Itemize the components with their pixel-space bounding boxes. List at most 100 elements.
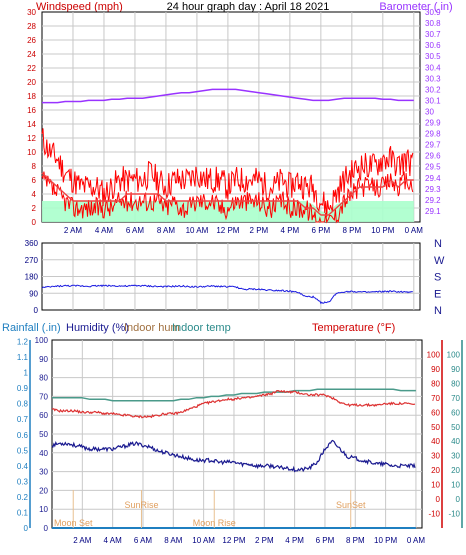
lower-time-tick-label: 10 AM bbox=[192, 536, 215, 545]
indoor-temp-y-tick-label: 90 bbox=[451, 365, 460, 374]
moon-set-annotation: Moon Set bbox=[54, 518, 93, 528]
baro-y-tick-label: 29.6 bbox=[425, 152, 441, 161]
baro-y-tick-label: 29.5 bbox=[425, 163, 441, 172]
wind-y-tick-label: 0 bbox=[32, 218, 37, 227]
humidity-y-tick-label: 30 bbox=[39, 468, 48, 477]
rain-y-tick-label: 1.2 bbox=[17, 338, 29, 347]
indoor-temp-y-tick-label: 70 bbox=[451, 394, 460, 403]
rain-y-tick-label: 0.9 bbox=[17, 384, 29, 393]
wind-y-tick-label: 8 bbox=[32, 162, 37, 171]
baro-y-tick-label: 29.1 bbox=[425, 207, 441, 216]
baro-y-tick-label: 30.9 bbox=[425, 8, 441, 17]
lower-time-tick-label: 2 PM bbox=[255, 536, 274, 545]
wind-y-tick-label: 14 bbox=[27, 120, 36, 129]
direction-y-tick-label: 90 bbox=[29, 289, 38, 298]
baro-y-tick-label: 30.5 bbox=[425, 52, 441, 61]
wind-y-tick-label: 18 bbox=[27, 92, 36, 101]
wind-y-tick-label: 20 bbox=[27, 78, 36, 87]
humidity-line bbox=[51, 439, 416, 473]
indoor-temp-y-tick-label: 30 bbox=[451, 452, 460, 461]
direction-y-tick-label: 270 bbox=[25, 256, 39, 265]
temperature-y-tick-label: 100 bbox=[427, 350, 441, 359]
wind-y-tick-label: 24 bbox=[27, 50, 36, 59]
graph-title: 24 hour graph day : April 18 2021 bbox=[167, 1, 330, 13]
wind-time-tick-label: 6 AM bbox=[126, 226, 145, 235]
wind-lull-area bbox=[42, 201, 414, 222]
barometer-axis-label: Barometer (.in) bbox=[379, 1, 452, 13]
wind-time-tick-label: 0 AM bbox=[405, 226, 424, 235]
moon-rise-annotation: Moon Rise bbox=[193, 518, 236, 528]
baro-y-tick-label: 29.2 bbox=[425, 196, 441, 205]
wind-time-tick-label: 10 PM bbox=[371, 226, 394, 235]
indoor-temp-y-tick-label: 50 bbox=[451, 423, 460, 432]
temperature-y-tick-label: 60 bbox=[431, 408, 440, 417]
baro-y-tick-label: 29.4 bbox=[425, 174, 441, 183]
lower-time-tick-label: 10 PM bbox=[374, 536, 397, 545]
wind-y-tick-label: 2 bbox=[32, 204, 37, 213]
rainfall-axis-label: Rainfall (.in) bbox=[2, 322, 61, 334]
wind-time-tick-label: 6 PM bbox=[312, 226, 331, 235]
wind-y-tick-label: 16 bbox=[27, 106, 36, 115]
temperature-y-tick-label: 70 bbox=[431, 394, 440, 403]
temperature-line bbox=[51, 389, 416, 419]
baro-y-tick-label: 30.1 bbox=[425, 96, 441, 105]
wind-time-tick-label: 2 PM bbox=[250, 226, 269, 235]
baro-y-tick-label: 29.3 bbox=[425, 185, 441, 194]
lower-time-tick-label: 8 PM bbox=[346, 536, 365, 545]
wind-direction-line bbox=[41, 284, 413, 305]
humidity-y-tick-label: 20 bbox=[39, 486, 48, 495]
baro-y-tick-label: 30.3 bbox=[425, 74, 441, 83]
baro-y-tick-label: 30 bbox=[425, 107, 434, 116]
direction-y-tick-label: 180 bbox=[25, 273, 39, 282]
rain-y-tick-label: 0.2 bbox=[17, 493, 29, 502]
baro-y-tick-label: 29.8 bbox=[425, 130, 441, 139]
wind-time-tick-label: 8 PM bbox=[343, 226, 362, 235]
indoor-temp-y-tick-label: 60 bbox=[451, 408, 460, 417]
indoor-temp-axis-label: Indoor temp bbox=[172, 322, 231, 334]
temperature-axis-label: Temperature (°F) bbox=[312, 322, 395, 334]
humidity-y-tick-label: 60 bbox=[39, 411, 48, 420]
compass-label: N bbox=[434, 305, 442, 317]
wind-y-tick-label: 6 bbox=[32, 176, 37, 185]
rain-y-tick-label: 0.6 bbox=[17, 431, 29, 440]
humidity-y-tick-label: 70 bbox=[39, 392, 48, 401]
humidity-y-tick-label: 50 bbox=[39, 430, 48, 439]
lower-time-tick-label: 4 PM bbox=[285, 536, 304, 545]
temperature-y-tick-label: -10 bbox=[428, 510, 440, 519]
humidity-y-tick-label: 40 bbox=[39, 449, 48, 458]
wind-time-tick-label: 10 AM bbox=[186, 226, 209, 235]
barometer-line bbox=[42, 88, 414, 104]
wind-y-tick-label: 26 bbox=[27, 36, 36, 45]
indoor-temp-y-tick-label: -10 bbox=[448, 510, 460, 519]
baro-y-tick-label: 30.8 bbox=[425, 19, 441, 28]
wind-y-tick-label: 30 bbox=[27, 8, 36, 17]
baro-y-tick-label: 29.7 bbox=[425, 141, 441, 150]
lower-time-tick-label: 0 AM bbox=[407, 536, 426, 545]
indoor-temp-y-tick-label: 80 bbox=[451, 379, 460, 388]
windspeed-axis-label: Windspeed (mph) bbox=[36, 1, 123, 13]
sunrise-annotation: SunRise bbox=[124, 500, 158, 510]
sunset-annotation: SunSet bbox=[336, 500, 366, 510]
wind-time-tick-label: 4 PM bbox=[281, 226, 300, 235]
humidity-y-tick-label: 100 bbox=[35, 336, 49, 345]
rain-y-tick-label: 0.4 bbox=[17, 462, 29, 471]
rain-y-tick-label: 0.5 bbox=[17, 446, 29, 455]
direction-y-tick-label: 360 bbox=[25, 239, 39, 248]
temperature-y-tick-label: 50 bbox=[431, 423, 440, 432]
indoor-temp-y-tick-label: 20 bbox=[451, 466, 460, 475]
indoor-humidity-axis-label: Indoor hum bbox=[124, 322, 180, 334]
wind-time-tick-label: 4 AM bbox=[95, 226, 114, 235]
wind-time-tick-label: 8 AM bbox=[157, 226, 176, 235]
temperature-humidity-panel: 0 0.1 0.2 0.3 0.4 0.5 0.6 0.7 0.8 0.9 1 1.1 1.2 0 10 20… bbox=[17, 336, 463, 545]
wind-y-tick-label: 28 bbox=[27, 22, 36, 31]
rain-y-tick-label: 0.7 bbox=[17, 415, 29, 424]
wind-time-tick-label: 2 AM bbox=[64, 226, 83, 235]
wind-y-tick-label: 4 bbox=[32, 190, 37, 199]
humidity-y-tick-label: 0 bbox=[44, 524, 49, 533]
baro-y-tick-label: 30.4 bbox=[425, 63, 441, 72]
rain-y-tick-label: 0.3 bbox=[17, 477, 29, 486]
rain-y-tick-label: 0.8 bbox=[17, 400, 29, 409]
temperature-y-tick-label: 90 bbox=[431, 365, 440, 374]
temperature-y-tick-label: 20 bbox=[431, 466, 440, 475]
